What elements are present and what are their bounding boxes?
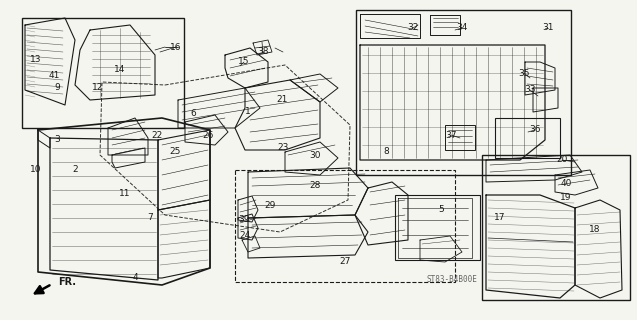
Text: 36: 36 — [529, 125, 541, 134]
Bar — [395, 195, 480, 260]
Text: 23: 23 — [277, 143, 289, 153]
Text: 16: 16 — [170, 43, 182, 52]
Text: 7: 7 — [147, 213, 153, 222]
Text: 9: 9 — [54, 84, 60, 92]
Bar — [356, 10, 571, 175]
Text: 12: 12 — [92, 84, 104, 92]
Bar — [235, 170, 455, 282]
Text: 31: 31 — [542, 23, 554, 33]
Text: 15: 15 — [238, 58, 250, 67]
Text: 35: 35 — [519, 68, 530, 77]
Text: 30: 30 — [309, 150, 321, 159]
Bar — [482, 155, 630, 300]
Text: 22: 22 — [152, 131, 162, 140]
Bar — [445, 125, 475, 150]
Text: 32: 32 — [407, 23, 419, 33]
Bar — [22, 18, 184, 128]
Text: 21: 21 — [276, 95, 288, 105]
Text: 28: 28 — [310, 180, 320, 189]
Text: 13: 13 — [30, 55, 42, 65]
Text: 40: 40 — [561, 179, 571, 188]
Bar — [495, 118, 560, 158]
Text: 2: 2 — [72, 165, 78, 174]
Text: 41: 41 — [48, 70, 60, 79]
Text: 10: 10 — [30, 165, 42, 174]
Text: 17: 17 — [494, 213, 506, 222]
Text: 33: 33 — [524, 85, 536, 94]
Text: 25: 25 — [169, 148, 181, 156]
Text: 37: 37 — [445, 131, 457, 140]
Text: 26: 26 — [203, 131, 213, 140]
Text: ST83-B4B00E: ST83-B4B00E — [427, 276, 478, 284]
Text: 5: 5 — [438, 205, 444, 214]
Text: 8: 8 — [383, 148, 389, 156]
Text: 20: 20 — [556, 156, 568, 164]
Text: 29: 29 — [264, 202, 276, 211]
Text: 11: 11 — [119, 188, 131, 197]
Text: 4: 4 — [132, 274, 138, 283]
Text: 3: 3 — [54, 135, 60, 145]
Text: 6: 6 — [190, 108, 196, 117]
Text: 1: 1 — [245, 108, 251, 116]
Text: 24: 24 — [240, 230, 250, 239]
Text: 19: 19 — [561, 194, 572, 203]
Text: 38: 38 — [257, 47, 269, 57]
Text: 14: 14 — [114, 66, 125, 75]
Text: 34: 34 — [456, 23, 468, 33]
Text: 18: 18 — [589, 226, 601, 235]
Text: 39: 39 — [238, 215, 250, 225]
Text: 27: 27 — [340, 258, 351, 267]
Text: FR.: FR. — [58, 277, 76, 287]
